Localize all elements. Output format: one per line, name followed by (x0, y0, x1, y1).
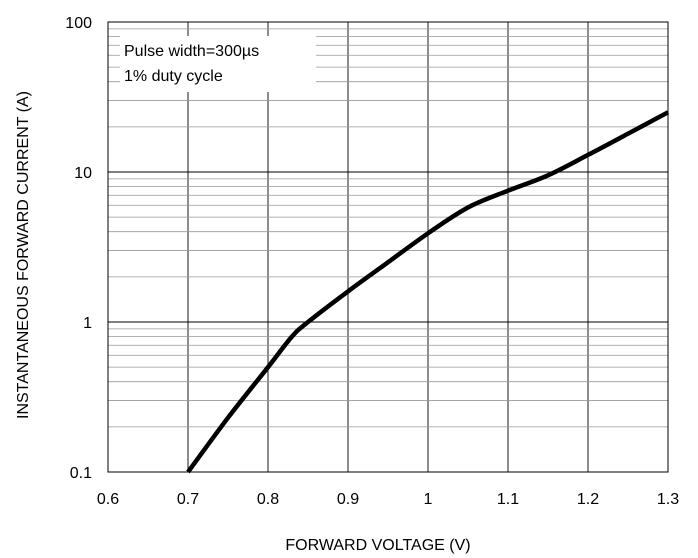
annotation-duty-cycle: 1% duty cycle (124, 68, 223, 85)
y-axis-label: INSTANTANEOUS FORWARD CURRENT (A) (15, 91, 32, 419)
y-tick-label: 0.1 (70, 465, 92, 482)
x-tick-label: 0.7 (177, 491, 199, 508)
x-tick-label: 1.3 (657, 491, 679, 508)
plot-frame (107, 21, 669, 473)
forward-current-curve (186, 110, 670, 474)
y-tick-label: 10 (74, 165, 92, 182)
x-tick-labels: 0.6 0.7 0.8 0.9 1 1.1 1.2 1.3 (97, 491, 679, 508)
x-tick-label: 0.6 (97, 491, 119, 508)
x-tick-label: 0.8 (257, 491, 279, 508)
y-tick-labels: 0.1 1 10 100 (65, 15, 92, 482)
grid (107, 22, 669, 473)
x-tick-label: 1.2 (577, 491, 599, 508)
y-tick-label: 100 (65, 15, 92, 32)
x-axis-label: FORWARD VOLTAGE (V) (285, 537, 470, 554)
x-tick-label: 0.9 (337, 491, 359, 508)
x-tick-label: 1 (424, 491, 433, 508)
annotation-pulse-width: Pulse width=300µs (124, 43, 259, 60)
x-tick-label: 1.1 (497, 491, 519, 508)
curve-layer (186, 110, 670, 474)
y-tick-label: 1 (83, 315, 92, 332)
annotation-box (120, 36, 316, 92)
